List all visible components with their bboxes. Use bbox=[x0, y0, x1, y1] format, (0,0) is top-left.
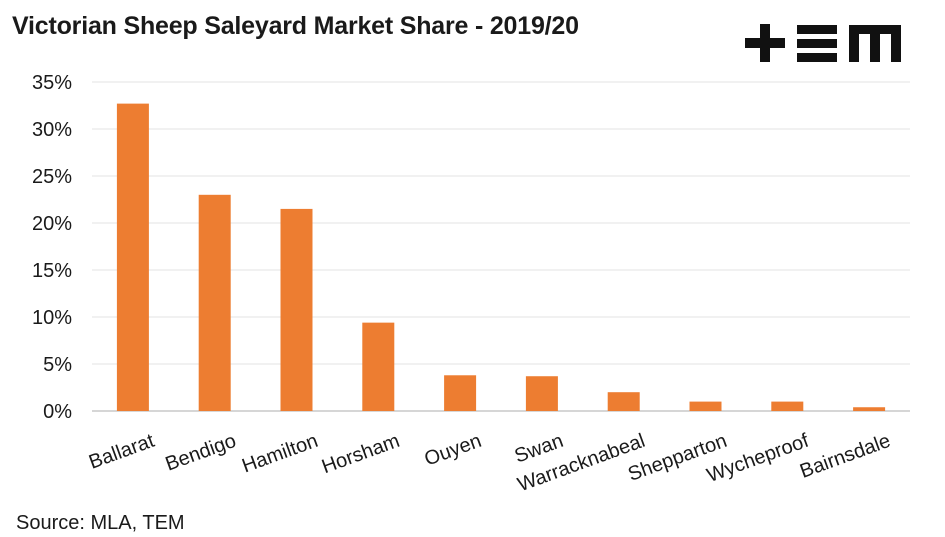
bar-bendigo bbox=[198, 194, 231, 411]
y-tick-label: 15% bbox=[32, 260, 72, 282]
bar-ballarat bbox=[116, 103, 149, 412]
bar-warracknabeal bbox=[607, 392, 640, 411]
x-category-label: Bendigo bbox=[163, 430, 240, 476]
x-category-label: Bairnsdale bbox=[797, 430, 893, 483]
bar-hamilton bbox=[280, 208, 313, 411]
y-tick-label: 10% bbox=[32, 307, 72, 329]
bar-horsham bbox=[362, 322, 395, 411]
y-tick-label: 5% bbox=[43, 354, 72, 376]
y-tick-label: 20% bbox=[32, 213, 72, 235]
tem-logo-icon bbox=[745, 24, 903, 69]
chart-title: Victorian Sheep Saleyard Market Share - … bbox=[12, 12, 579, 40]
x-category-label: Horsham bbox=[319, 430, 403, 478]
y-axis-ticks: 0% 5% 10% 15% 20% 25% 30% 35% bbox=[32, 72, 72, 423]
source-note: Source: MLA, TEM bbox=[16, 512, 185, 534]
y-tick-label: 25% bbox=[32, 166, 72, 188]
bars bbox=[116, 103, 886, 412]
bar-swan bbox=[525, 376, 558, 411]
y-tick-label: 0% bbox=[43, 401, 72, 423]
x-category-label: Ouyen bbox=[422, 430, 485, 471]
x-category-label: Ballarat bbox=[86, 430, 158, 474]
bar-bairnsdale bbox=[853, 407, 886, 411]
y-tick-label: 35% bbox=[32, 72, 72, 94]
bar-ouyen bbox=[444, 375, 477, 411]
bar-wycheproof bbox=[771, 401, 804, 411]
x-category-label: Hamilton bbox=[239, 430, 321, 478]
y-tick-label: 30% bbox=[32, 119, 72, 141]
bar-shepparton bbox=[689, 401, 722, 411]
